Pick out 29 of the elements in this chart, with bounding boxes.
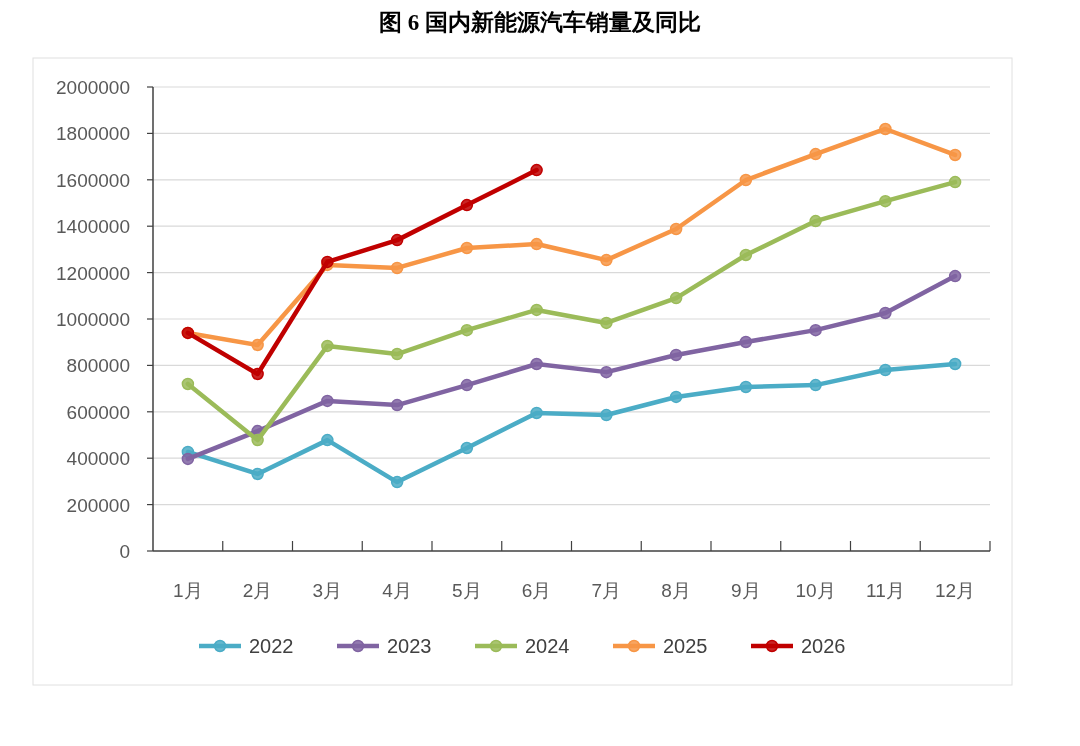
- x-tick-label: 1月: [173, 580, 203, 601]
- legend-label: 2026: [801, 635, 846, 657]
- x-tick-label: 10月: [795, 580, 836, 601]
- x-tick-label: 3月: [312, 580, 343, 601]
- y-tick-label: 200000: [66, 494, 130, 516]
- legend-label: 2025: [663, 635, 708, 657]
- x-tick-label: 12月: [935, 580, 976, 601]
- x-tick-label: 9月: [731, 580, 761, 601]
- y-tick-label: 800000: [66, 355, 130, 377]
- legend-label: 2024: [525, 635, 570, 657]
- x-tick-label: 11月: [866, 580, 905, 601]
- y-tick-label: 600000: [66, 401, 130, 423]
- y-tick-label: 1400000: [56, 216, 130, 238]
- y-tick-label: 1800000: [56, 123, 130, 145]
- x-tick-label: 8月: [661, 580, 691, 601]
- chart-title: 图 6 国内新能源汽车销量及同比: [379, 9, 701, 35]
- y-tick-label: 1200000: [56, 262, 130, 284]
- legend-label: 2023: [387, 635, 432, 657]
- legend-label: 2022: [249, 635, 294, 657]
- x-tick-label: 7月: [591, 580, 622, 601]
- y-tick-label: 0: [119, 541, 130, 562]
- x-tick-label: 2月: [242, 580, 273, 601]
- y-tick-label: 1000000: [56, 309, 130, 330]
- x-tick-label: 6月: [521, 580, 552, 601]
- y-tick-label: 1600000: [56, 169, 130, 191]
- x-tick-label: 5月: [452, 580, 482, 601]
- y-tick-label: 2000000: [56, 77, 130, 98]
- y-tick-label: 400000: [66, 448, 130, 470]
- x-tick-label: 4月: [382, 580, 412, 601]
